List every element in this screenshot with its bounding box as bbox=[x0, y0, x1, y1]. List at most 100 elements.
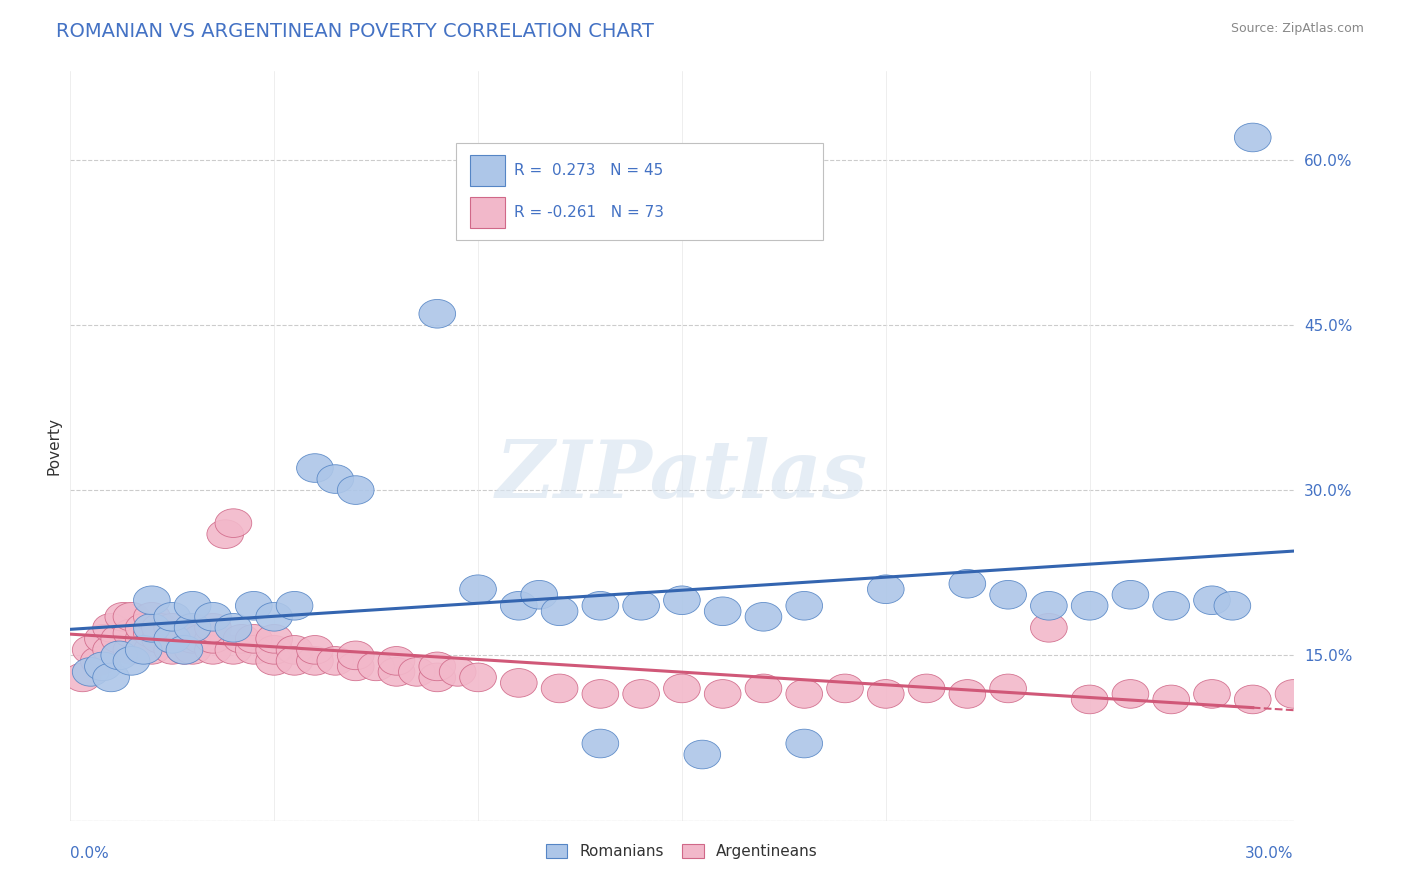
Y-axis label: Poverty: Poverty bbox=[46, 417, 62, 475]
Ellipse shape bbox=[990, 674, 1026, 703]
Ellipse shape bbox=[297, 647, 333, 675]
Ellipse shape bbox=[419, 652, 456, 681]
Ellipse shape bbox=[316, 647, 354, 675]
Ellipse shape bbox=[664, 586, 700, 615]
Ellipse shape bbox=[153, 624, 191, 653]
Ellipse shape bbox=[541, 674, 578, 703]
Ellipse shape bbox=[153, 614, 191, 642]
Ellipse shape bbox=[112, 647, 150, 675]
Ellipse shape bbox=[207, 520, 243, 549]
Text: ROMANIAN VS ARGENTINEAN POVERTY CORRELATION CHART: ROMANIAN VS ARGENTINEAN POVERTY CORRELAT… bbox=[56, 22, 654, 41]
Ellipse shape bbox=[276, 635, 314, 665]
Ellipse shape bbox=[256, 602, 292, 632]
Ellipse shape bbox=[174, 614, 211, 642]
Ellipse shape bbox=[501, 669, 537, 698]
Ellipse shape bbox=[460, 663, 496, 691]
Ellipse shape bbox=[786, 729, 823, 758]
Ellipse shape bbox=[1153, 591, 1189, 620]
Ellipse shape bbox=[1112, 581, 1149, 609]
Ellipse shape bbox=[337, 652, 374, 681]
Ellipse shape bbox=[704, 597, 741, 625]
Ellipse shape bbox=[1112, 680, 1149, 708]
Ellipse shape bbox=[582, 729, 619, 758]
Ellipse shape bbox=[215, 508, 252, 538]
Ellipse shape bbox=[520, 581, 558, 609]
Ellipse shape bbox=[235, 591, 273, 620]
Ellipse shape bbox=[297, 635, 333, 665]
Ellipse shape bbox=[868, 575, 904, 604]
Ellipse shape bbox=[80, 647, 117, 675]
Ellipse shape bbox=[125, 614, 162, 642]
Ellipse shape bbox=[72, 657, 110, 686]
Ellipse shape bbox=[256, 624, 292, 653]
Ellipse shape bbox=[460, 575, 496, 604]
Ellipse shape bbox=[256, 635, 292, 665]
Ellipse shape bbox=[786, 680, 823, 708]
Ellipse shape bbox=[704, 680, 741, 708]
Ellipse shape bbox=[134, 586, 170, 615]
Ellipse shape bbox=[683, 740, 721, 769]
Ellipse shape bbox=[84, 652, 121, 681]
Ellipse shape bbox=[235, 635, 273, 665]
Ellipse shape bbox=[153, 602, 191, 632]
Ellipse shape bbox=[224, 624, 260, 653]
Ellipse shape bbox=[541, 597, 578, 625]
Ellipse shape bbox=[378, 657, 415, 686]
Ellipse shape bbox=[582, 680, 619, 708]
Ellipse shape bbox=[337, 641, 374, 670]
Ellipse shape bbox=[419, 663, 456, 691]
Ellipse shape bbox=[84, 624, 121, 653]
Ellipse shape bbox=[166, 635, 202, 665]
Ellipse shape bbox=[297, 454, 333, 483]
Ellipse shape bbox=[134, 602, 170, 632]
Ellipse shape bbox=[1234, 685, 1271, 714]
Ellipse shape bbox=[93, 614, 129, 642]
Ellipse shape bbox=[72, 635, 110, 665]
Ellipse shape bbox=[142, 624, 179, 653]
Ellipse shape bbox=[101, 624, 138, 653]
Ellipse shape bbox=[65, 663, 101, 691]
Ellipse shape bbox=[93, 635, 129, 665]
Ellipse shape bbox=[101, 641, 138, 670]
Ellipse shape bbox=[174, 635, 211, 665]
Ellipse shape bbox=[194, 602, 232, 632]
Ellipse shape bbox=[153, 635, 191, 665]
Ellipse shape bbox=[623, 680, 659, 708]
Ellipse shape bbox=[215, 614, 252, 642]
Ellipse shape bbox=[125, 635, 162, 665]
Text: R =  0.273   N = 45: R = 0.273 N = 45 bbox=[515, 163, 664, 178]
Ellipse shape bbox=[1234, 123, 1271, 152]
Ellipse shape bbox=[142, 614, 179, 642]
Ellipse shape bbox=[174, 624, 211, 653]
Ellipse shape bbox=[112, 635, 150, 665]
Ellipse shape bbox=[235, 624, 273, 653]
Ellipse shape bbox=[112, 619, 150, 648]
Ellipse shape bbox=[501, 591, 537, 620]
Ellipse shape bbox=[276, 647, 314, 675]
FancyBboxPatch shape bbox=[470, 197, 505, 228]
Ellipse shape bbox=[664, 674, 700, 703]
Text: 30.0%: 30.0% bbox=[1246, 846, 1294, 861]
Ellipse shape bbox=[276, 591, 314, 620]
Ellipse shape bbox=[194, 614, 232, 642]
Ellipse shape bbox=[419, 300, 456, 328]
Ellipse shape bbox=[1153, 685, 1189, 714]
Ellipse shape bbox=[93, 663, 129, 691]
Ellipse shape bbox=[194, 624, 232, 653]
Ellipse shape bbox=[745, 674, 782, 703]
Ellipse shape bbox=[868, 680, 904, 708]
Text: ZIPatlas: ZIPatlas bbox=[496, 437, 868, 515]
Ellipse shape bbox=[134, 619, 170, 648]
Ellipse shape bbox=[908, 674, 945, 703]
Ellipse shape bbox=[194, 635, 232, 665]
Ellipse shape bbox=[623, 591, 659, 620]
Ellipse shape bbox=[256, 647, 292, 675]
Ellipse shape bbox=[357, 652, 395, 681]
Ellipse shape bbox=[990, 581, 1026, 609]
Ellipse shape bbox=[1031, 614, 1067, 642]
Ellipse shape bbox=[112, 602, 150, 632]
FancyBboxPatch shape bbox=[456, 143, 823, 240]
Text: R = -0.261   N = 73: R = -0.261 N = 73 bbox=[515, 205, 664, 220]
Ellipse shape bbox=[949, 569, 986, 598]
Text: 0.0%: 0.0% bbox=[70, 846, 110, 861]
